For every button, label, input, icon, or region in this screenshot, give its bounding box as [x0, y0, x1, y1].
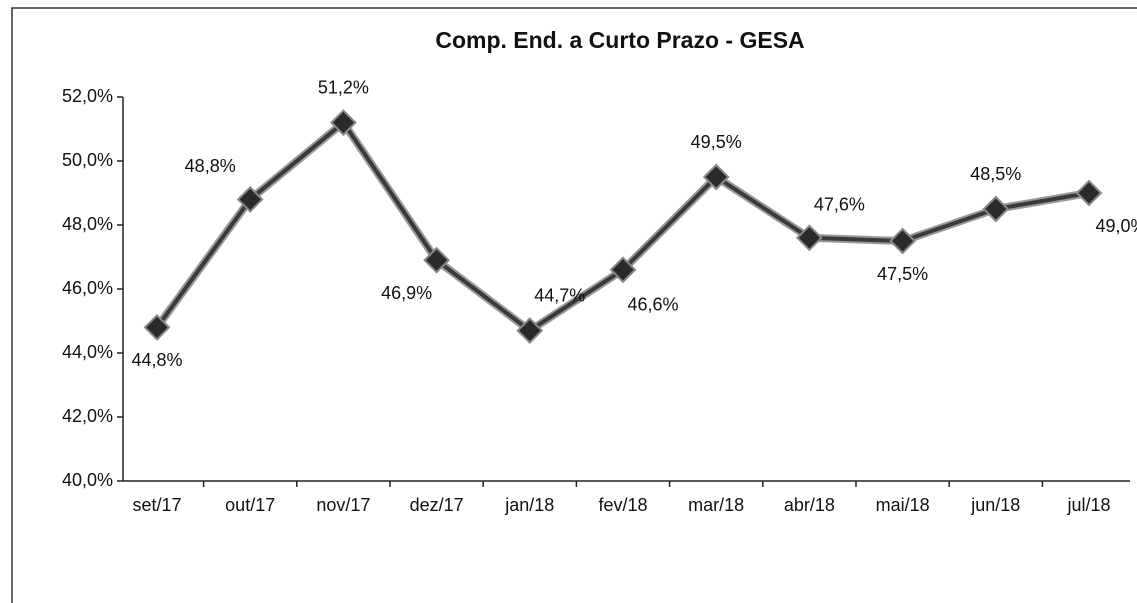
marker [795, 224, 823, 252]
x-tick-label: nov/17 [316, 495, 370, 515]
x-tick-label: mai/18 [876, 495, 930, 515]
x-tick-label: set/17 [132, 495, 181, 515]
x-tick-label: out/17 [225, 495, 275, 515]
x-tick-label: abr/18 [784, 495, 835, 515]
value-label: 46,9% [381, 283, 432, 303]
y-tick-label: 44,0% [62, 342, 113, 362]
y-tick-label: 42,0% [62, 406, 113, 426]
marker [329, 109, 357, 137]
marker [423, 246, 451, 274]
x-tick-label: jun/18 [970, 495, 1020, 515]
marker [236, 185, 264, 213]
value-label: 44,8% [131, 350, 182, 370]
chart-title: Comp. End. a Curto Prazo - GESA [435, 27, 804, 53]
value-label: 47,5% [877, 264, 928, 284]
chart-border [11, 7, 1137, 603]
y-tick-label: 50,0% [62, 150, 113, 170]
marker [1075, 179, 1103, 207]
value-label: 51,2% [318, 77, 369, 97]
value-label: 46,6% [627, 295, 678, 315]
y-tick-label: 48,0% [62, 214, 113, 234]
series-line [155, 120, 1090, 333]
marker [516, 317, 544, 345]
value-label: 44,7% [534, 285, 585, 305]
x-tick-label: dez/17 [410, 495, 464, 515]
y-tick-label: 46,0% [62, 278, 113, 298]
value-label: 48,8% [185, 156, 236, 176]
x-tick-label: fev/18 [598, 495, 647, 515]
x-tick-label: jul/18 [1066, 495, 1110, 515]
marker [702, 163, 730, 191]
y-tick-label: 52,0% [62, 86, 113, 106]
value-label: 48,5% [970, 164, 1021, 184]
y-tick-label: 40,0% [62, 470, 113, 490]
value-label: 49,5% [691, 132, 742, 152]
value-label: 49,0% [1095, 216, 1137, 236]
marker [982, 195, 1010, 223]
value-label: 47,6% [814, 195, 865, 215]
x-tick-label: jan/18 [504, 495, 554, 515]
marker [143, 313, 171, 341]
marker [609, 256, 637, 284]
x-tick-label: mar/18 [688, 495, 744, 515]
marker [889, 227, 917, 255]
